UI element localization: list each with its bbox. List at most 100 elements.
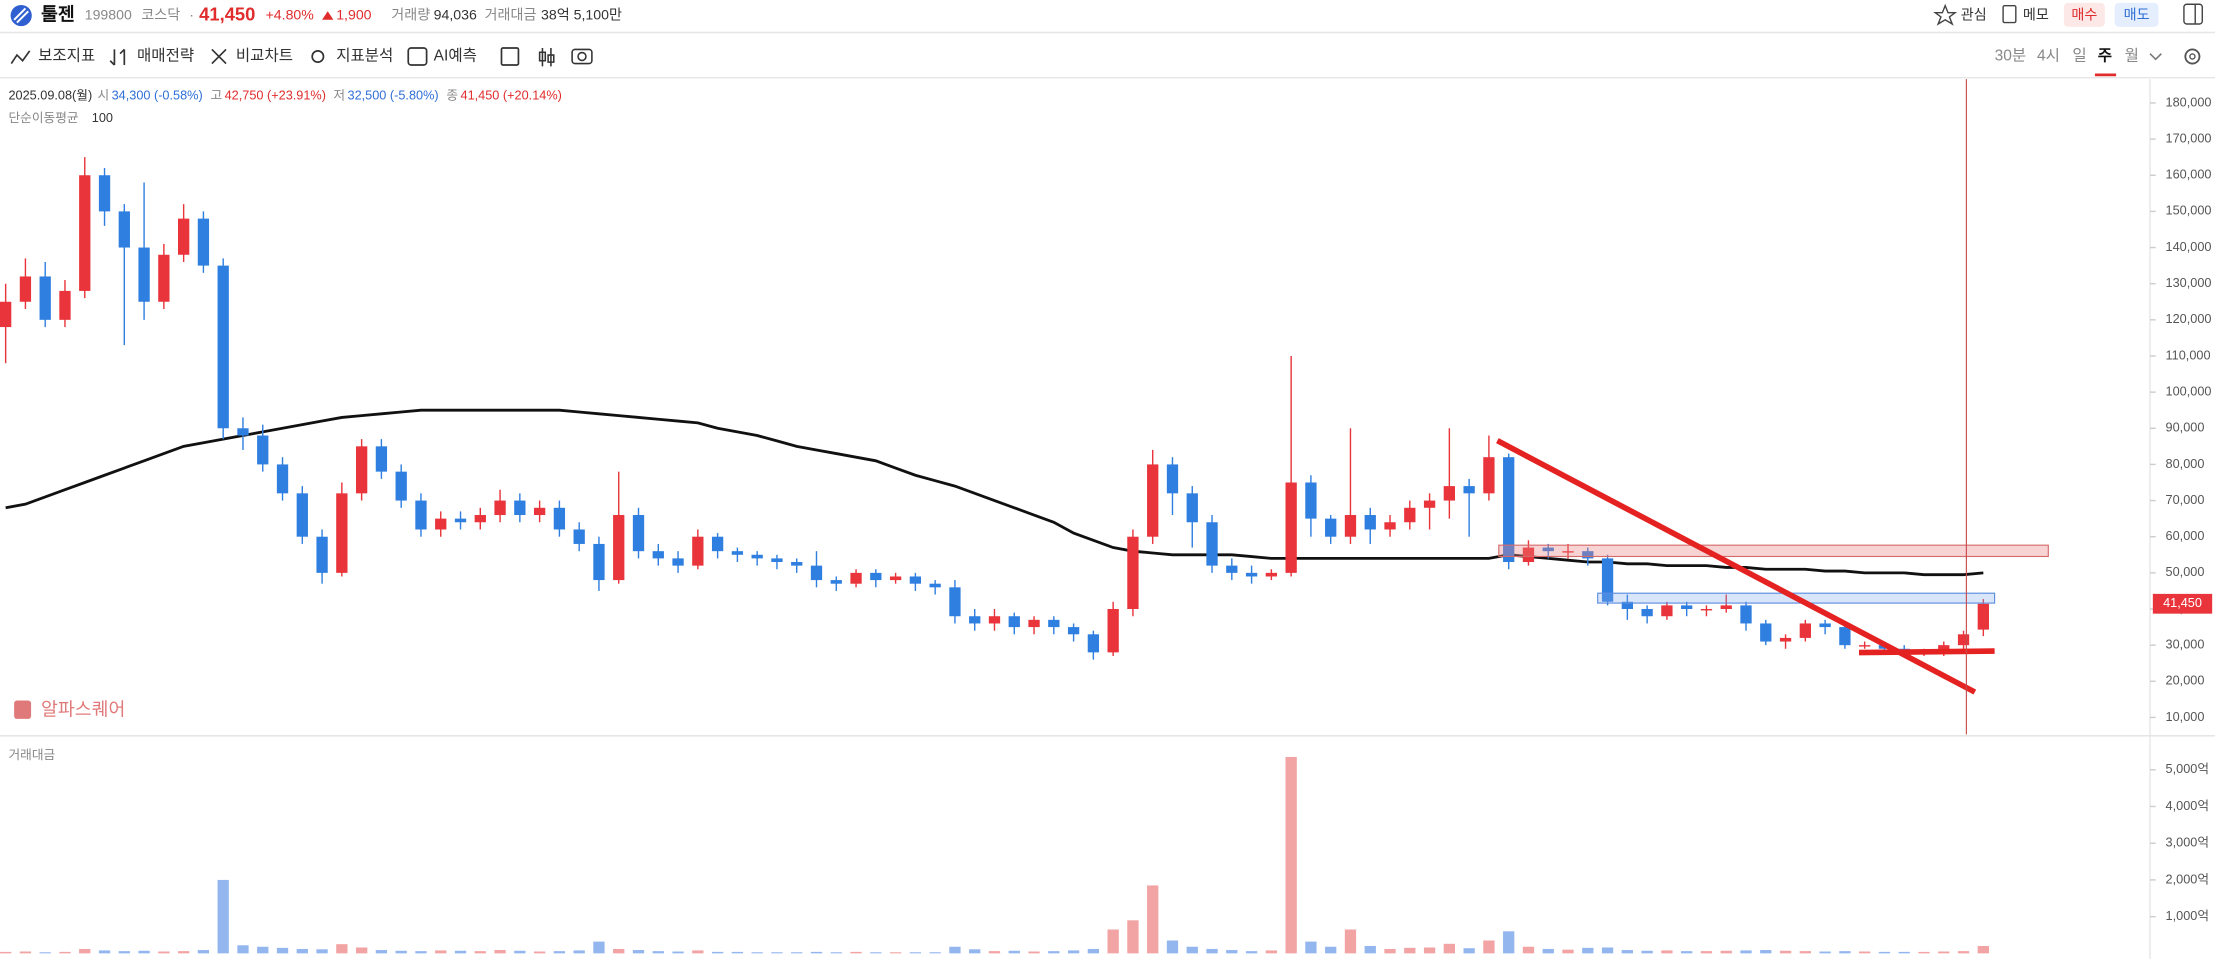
volume-bar (711, 951, 724, 954)
toolbar-icon (10, 50, 31, 65)
volume-bar (1127, 920, 1139, 954)
volume-bar (553, 951, 566, 954)
y-tick-label: 30,000 (2166, 637, 2205, 652)
stock-name: 툴젠 (41, 3, 75, 24)
volume-bar (415, 951, 427, 954)
settings[interactable] (2184, 48, 2201, 65)
candle-body (1661, 605, 1673, 617)
drawn-hline[interactable] (1858, 648, 1995, 656)
volume-bar (514, 950, 526, 954)
up-arrow (322, 11, 334, 20)
candle-body (889, 576, 902, 581)
volume-bar (1878, 951, 1891, 954)
timeframe-more[interactable] (2149, 53, 2162, 61)
candle-body (553, 507, 566, 530)
change: 1,900 (336, 6, 371, 22)
sell-button[interactable]: 매도 (2124, 6, 2150, 22)
candle-tool[interactable] (538, 48, 555, 67)
volume-bar (1779, 950, 1792, 954)
candle-body (79, 175, 91, 291)
buy-button[interactable]: 매수 (2071, 6, 2097, 22)
volume-bar (1542, 948, 1554, 954)
candle-body (692, 536, 704, 566)
y-tick-label: 100,000 (2166, 383, 2212, 398)
candle-body (1265, 572, 1278, 577)
candle-body (771, 558, 783, 563)
memo-icon[interactable] (2002, 4, 2017, 24)
ma-label: 단순이동평균 (8, 110, 78, 125)
volume-bar (810, 951, 823, 954)
volume-bar (850, 951, 862, 954)
candle-body (1107, 609, 1119, 653)
close-info: 41,450 (+20.14%) (461, 87, 562, 102)
volume-bar (1384, 948, 1396, 954)
volume-bar (1364, 946, 1376, 954)
watch-icon[interactable] (1933, 3, 1958, 26)
timeframe[interactable]: 일 (2072, 47, 2086, 65)
volume-bar (79, 948, 91, 954)
open-label: 시 (97, 87, 109, 102)
candle-body (415, 500, 427, 530)
volume-bar (296, 948, 308, 954)
candle-body (652, 551, 664, 559)
volume-bar (1265, 950, 1278, 954)
volume-bar (237, 945, 249, 954)
sell-button-bg[interactable] (2114, 2, 2159, 27)
volume-bar (1107, 929, 1119, 954)
timeframe[interactable]: 4시 (2037, 48, 2060, 65)
volume-bar (1028, 951, 1040, 954)
volume-bar (791, 952, 803, 954)
candle-body (1641, 609, 1653, 617)
volume-bar (1977, 946, 1989, 954)
toolbar-item[interactable]: 보조지표 (38, 47, 95, 65)
volume-tick-label: 3,000억 (2166, 835, 2209, 850)
screenshot-tool[interactable] (571, 48, 593, 65)
volume-bar (672, 951, 684, 954)
candle-body (870, 572, 882, 581)
volume-bar (1186, 946, 1198, 954)
candle-body (613, 515, 625, 581)
candle-body (1364, 515, 1376, 530)
candle-body (751, 554, 763, 559)
volume-bar (1147, 885, 1159, 954)
volume-bar (197, 950, 210, 954)
y-tick-label: 70,000 (2166, 492, 2205, 507)
volume-bar (1859, 951, 1871, 954)
timeframe[interactable]: 월 (2125, 47, 2139, 65)
toolbar-item[interactable]: 비교차트 (236, 47, 293, 65)
candle-body (296, 493, 308, 537)
volume-bar (593, 941, 605, 954)
candle-body (573, 529, 585, 544)
volume-bar (39, 952, 51, 954)
panel-toggle[interactable] (2183, 3, 2203, 25)
timeframe-active[interactable]: 주 (2098, 47, 2112, 65)
last-price-label: 41,450 (2163, 595, 2202, 610)
volume-bar (1404, 947, 1416, 954)
toolbar-icon (211, 48, 227, 65)
candle-body (474, 515, 486, 523)
candle-body (336, 493, 348, 573)
volume-bar (98, 950, 111, 954)
toolbar-item[interactable]: AI예측 (434, 47, 477, 65)
drawn-box[interactable] (1498, 544, 2049, 558)
y-tick-label: 140,000 (2166, 239, 2212, 254)
open-info: 34,300 (-0.58%) (112, 87, 203, 102)
candle-body (1760, 623, 1772, 642)
memo-button[interactable]: 메모 (2023, 6, 2049, 22)
candle-body (1166, 464, 1179, 494)
candle-body (1819, 623, 1831, 628)
volume-bar (1463, 948, 1475, 954)
timeframe[interactable]: 30분 (1995, 48, 2027, 65)
y-tick-label: 170,000 (2166, 130, 2212, 145)
candle-body (118, 211, 130, 248)
volume-bar (1087, 948, 1100, 954)
toolbar-icon (407, 47, 428, 66)
draw-box-tool[interactable] (500, 47, 520, 66)
candle-body (138, 247, 150, 302)
ma-period: 100 (92, 110, 113, 125)
candle-body (177, 218, 190, 255)
buy-button-bg[interactable] (2063, 2, 2105, 27)
toolbar-item[interactable]: 매매전략 (137, 47, 194, 65)
toolbar-item[interactable]: 지표분석 (336, 47, 393, 65)
watch-button[interactable]: 관심 (1961, 6, 1987, 22)
